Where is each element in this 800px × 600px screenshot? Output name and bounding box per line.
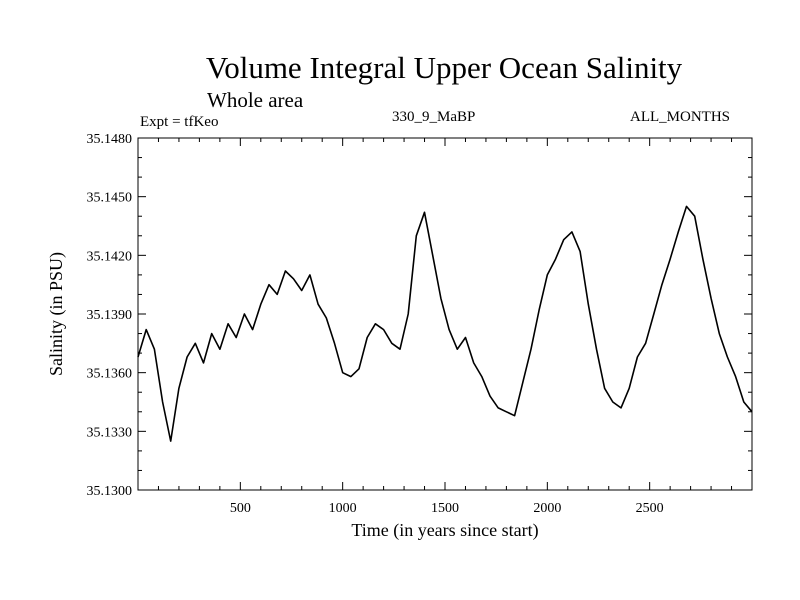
y-axis-label: Salinity (in PSU) xyxy=(46,252,67,376)
x-axis-label: Time (in years since start) xyxy=(351,520,538,541)
x-tick-label: 1500 xyxy=(431,501,459,516)
series-group xyxy=(137,205,753,442)
run-id-label: 330_9_MaBP xyxy=(392,109,476,125)
salinity-series-line xyxy=(137,205,753,442)
y-tick-label: 35.1330 xyxy=(87,425,133,440)
ticks-group: 500 1000 1500 2000 2500 35.1300 35.1330 35.1360… xyxy=(87,132,752,516)
x-tick-label: 2000 xyxy=(533,501,561,516)
y-tick-label: 35.1360 xyxy=(87,367,133,382)
x-tick-label: 2500 xyxy=(636,501,664,516)
y-tick-label: 35.1420 xyxy=(87,249,133,264)
x-tick-label: 500 xyxy=(230,501,251,516)
y-tick-label: 35.1300 xyxy=(87,484,133,499)
months-label: ALL_MONTHS xyxy=(630,109,730,125)
experiment-label: Expt = tfKeo xyxy=(140,114,219,130)
chart-subtitle: Whole area xyxy=(207,88,304,112)
y-tick-label: 35.1450 xyxy=(87,191,133,206)
y-tick-label: 35.1390 xyxy=(87,308,133,323)
x-tick-label: 1000 xyxy=(329,501,357,516)
chart-title: Volume Integral Upper Ocean Salinity xyxy=(205,50,683,85)
plot-frame xyxy=(137,137,753,491)
y-tick-label: 35.1480 xyxy=(87,132,133,147)
